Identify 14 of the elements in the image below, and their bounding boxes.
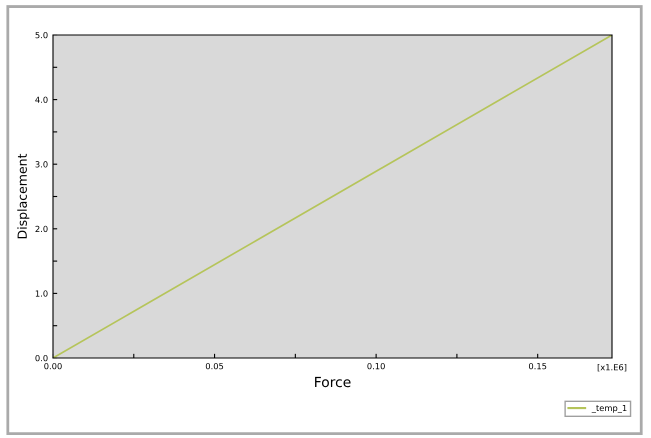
legend-label: _temp_1 <box>592 404 626 413</box>
text: [x1.E6] <box>598 364 626 372</box>
y-tick-label: 2.0 <box>35 226 48 232</box>
y-tick-label: 4.0 <box>35 96 48 103</box>
y-axis-title: Displacement <box>17 154 30 238</box>
x-axis-title: Force <box>315 376 351 388</box>
x-tick-label: 0.10 <box>367 363 385 370</box>
x-tick-label: 0.05 <box>206 363 224 370</box>
x-tick-label: 0.00 <box>44 363 62 370</box>
y-tick-label: 3.0 <box>36 161 48 168</box>
y-tick-label: 5.0 <box>36 32 48 38</box>
x-tick-label: 0.15 <box>528 363 546 370</box>
y-tick-label: 0.0 <box>35 354 48 362</box>
y-tick-label: 1.0 <box>36 290 48 297</box>
